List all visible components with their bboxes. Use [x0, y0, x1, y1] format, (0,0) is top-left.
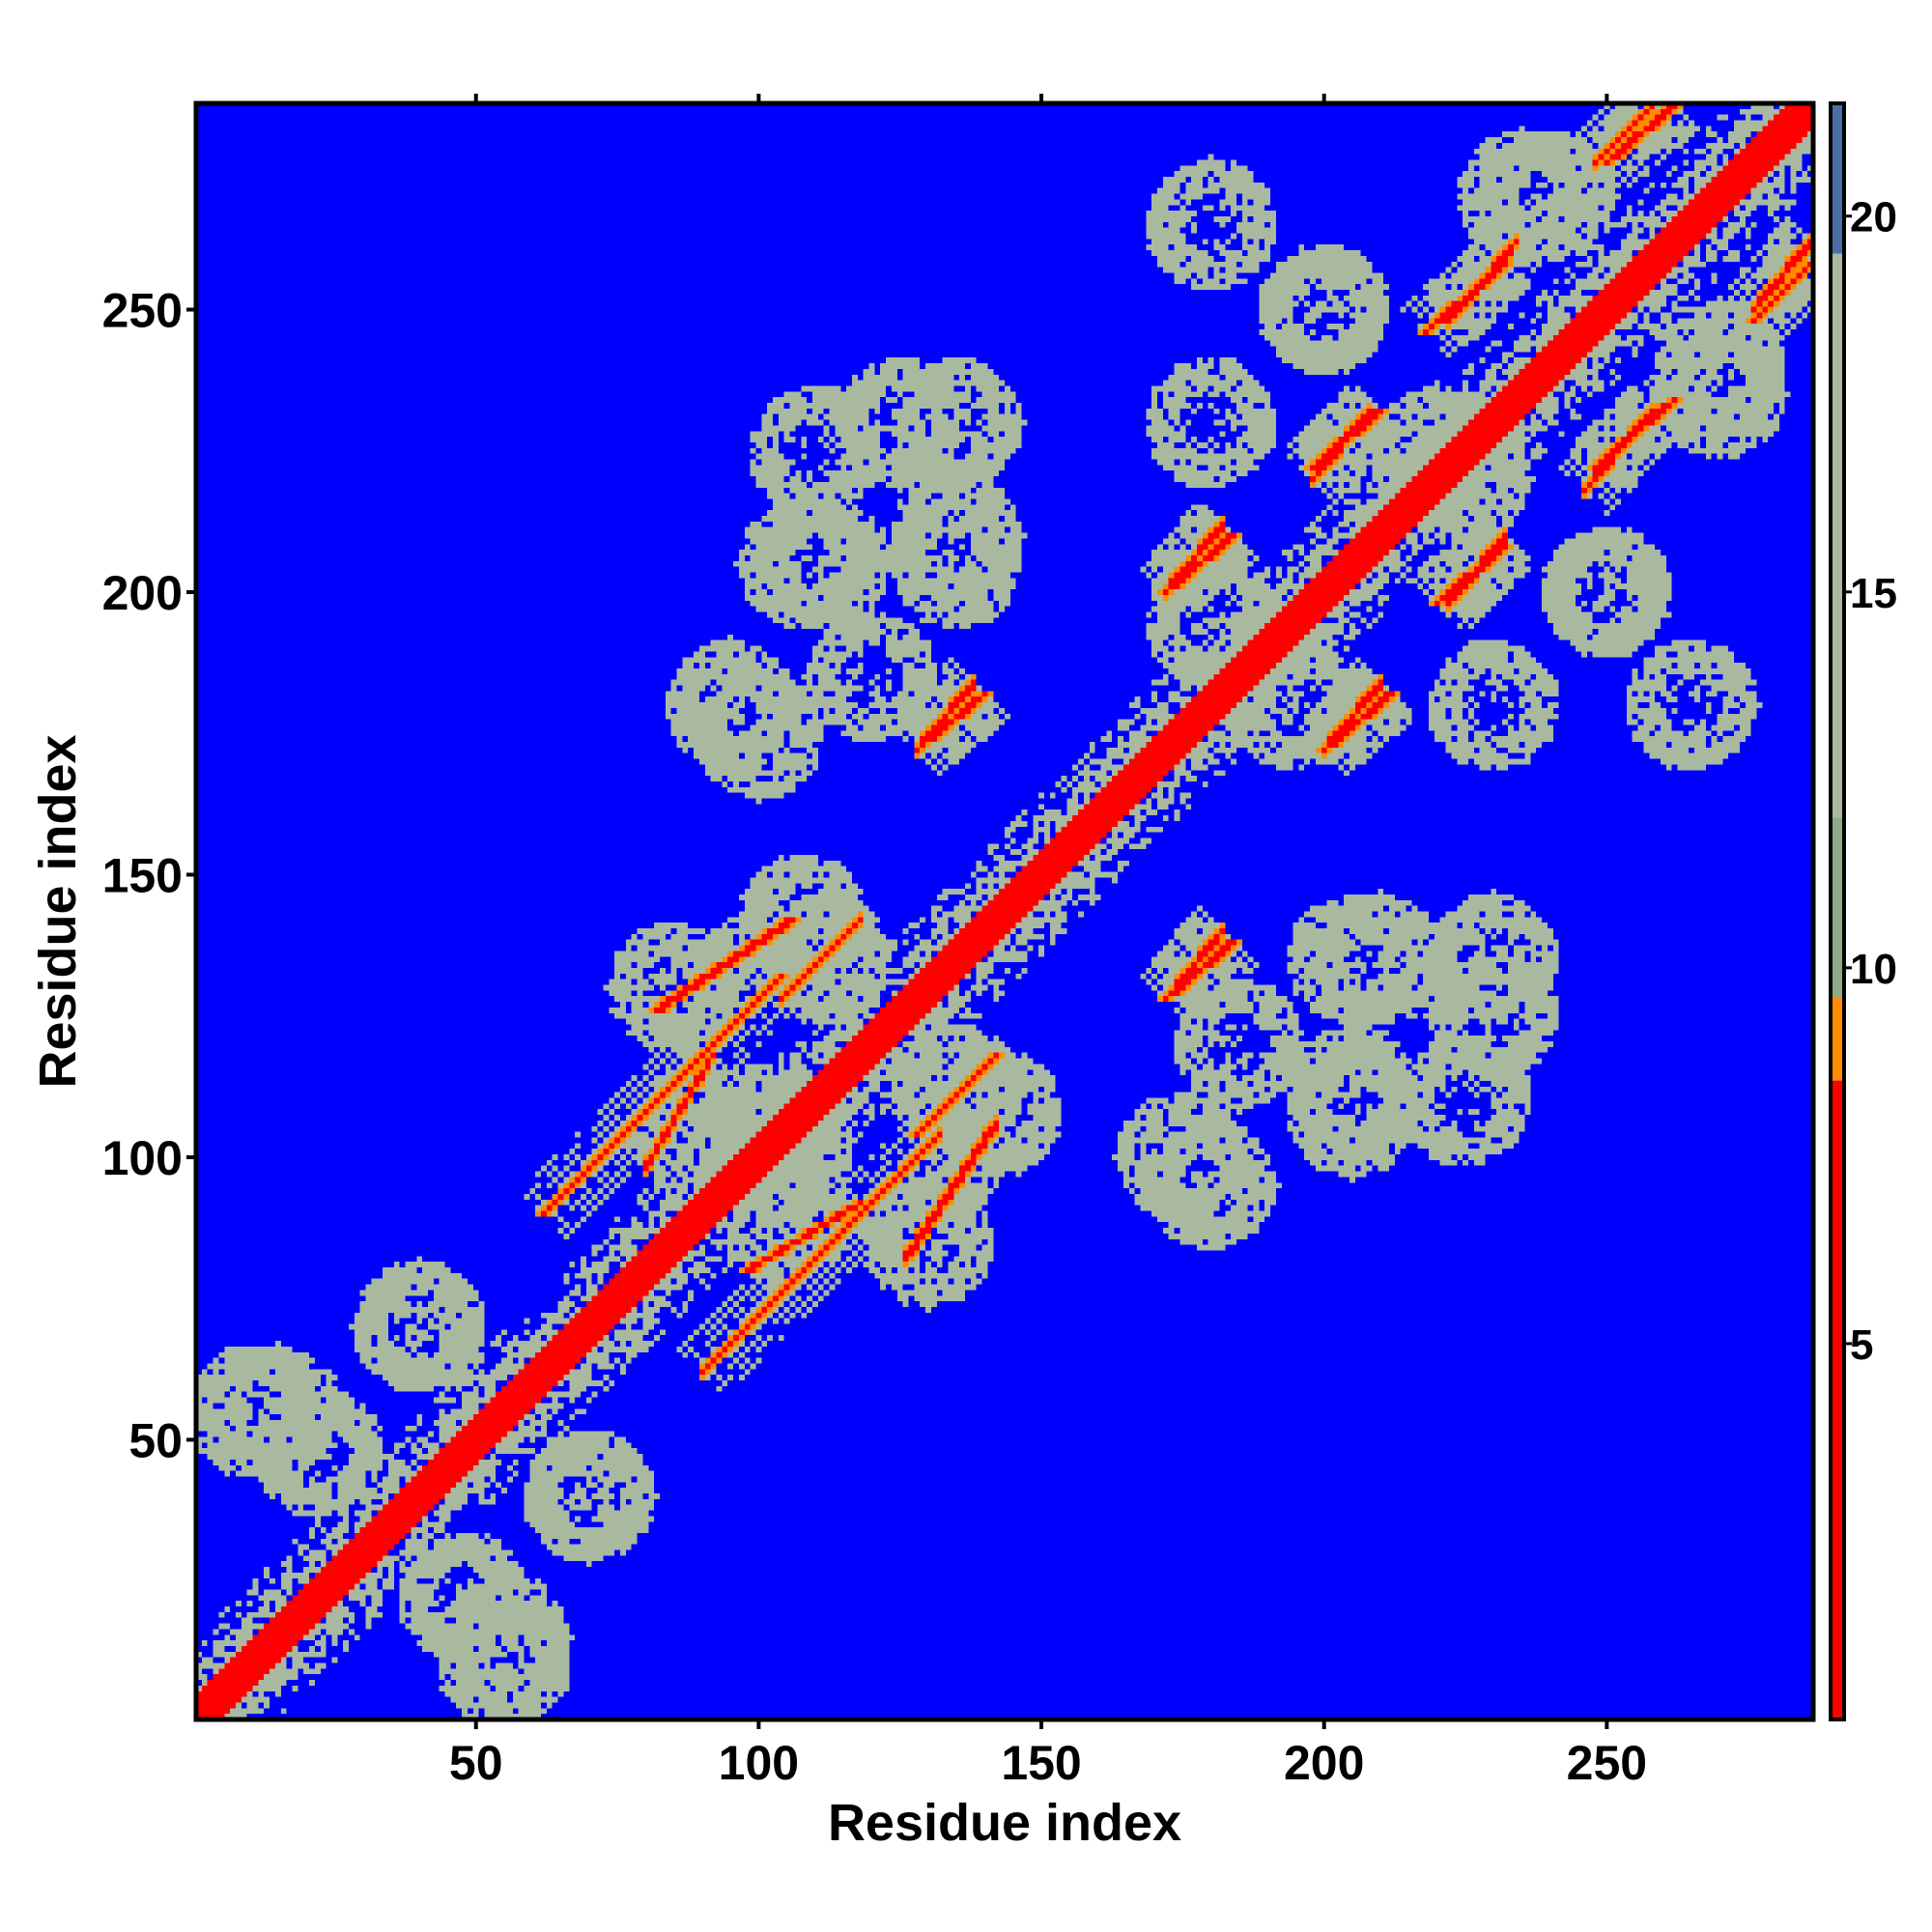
y-tick-label: 250 [102, 284, 183, 338]
colorbar-frame [1829, 101, 1846, 1721]
colorbar-tick-label: 20 [1850, 194, 1897, 242]
x-tick-label: 50 [449, 1736, 503, 1790]
x-tick-label: 250 [1567, 1736, 1647, 1790]
colorbar-segment [1831, 997, 1844, 1081]
axes: 50 100 150 200 250 50 100 150 200 250 [102, 94, 1647, 1790]
colorbar-segment [1831, 1080, 1844, 1719]
x-tick-label: 150 [1001, 1736, 1081, 1790]
heatmap-image [196, 103, 1813, 1719]
colorbar-segment [1831, 253, 1844, 818]
y-tick-label: 50 [128, 1413, 183, 1467]
y-tick-label: 100 [102, 1131, 183, 1185]
colorbar-tick-label: 5 [1850, 1321, 1873, 1369]
heatmap-cells [196, 103, 1813, 1719]
y-tick-label: 150 [102, 848, 183, 902]
x-axis-label: Residue index [828, 1794, 1181, 1852]
colorbar-segment [1831, 817, 1844, 998]
colorbar-segment [1831, 103, 1844, 254]
colorbar-tick-label: 10 [1850, 946, 1897, 993]
colorbar: 5 10 15 20 [1829, 101, 1897, 1721]
plot-frame [193, 100, 1816, 1722]
x-tick-label: 100 [719, 1736, 799, 1790]
colorbar-tick-label: 15 [1850, 570, 1897, 617]
x-tick-label: 200 [1284, 1736, 1364, 1790]
y-axis-label: Residue index [29, 734, 87, 1088]
y-tick-label: 200 [102, 566, 183, 620]
